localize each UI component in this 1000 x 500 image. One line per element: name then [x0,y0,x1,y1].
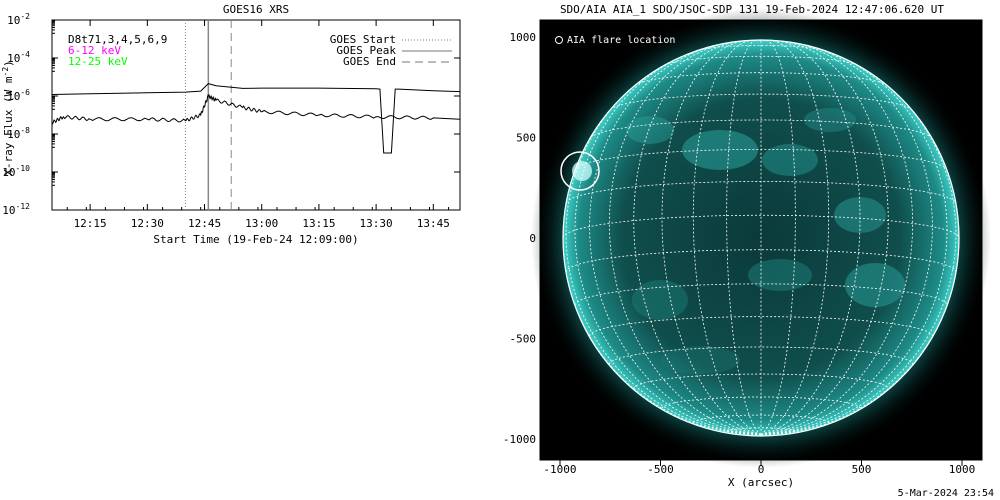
aia-longitude-line [589,44,762,436]
aia-image-panel: SDO/AIA AIA_1 SDO/JSOC-SDP 131 19-Feb-20… [503,3,991,489]
aia-latitude-line [562,214,960,239]
aia-active-regions [626,108,905,374]
goes-x-axis-label: Start Time (19-Feb-24 12:09:00) [153,233,358,246]
goes-chart-title: GOES16 XRS [223,3,289,16]
goes-x-tick-label: 12:30 [131,217,164,230]
aia-y-tick-label: 1000 [510,31,537,44]
goes-y-tick-label: 10-4 [7,50,30,65]
aia-latitude-line [574,283,948,306]
goes-series [52,83,460,154]
goes-y-tick-base: 10 [2,166,15,179]
aia-longitude-line [726,39,762,436]
aia-latitude-line [692,414,830,423]
goes-y-tick-exp: -10 [16,164,31,173]
aia-legend-label: AIA flare location [567,35,675,46]
aia-longitude-line [760,51,948,436]
goes-y-tick-exp: -6 [20,88,30,97]
goes-series-line-12-25-kev [52,94,460,126]
goes-y-tick-exp: -4 [20,50,30,59]
goes-y-tick-label: 10-6 [7,88,30,103]
aia-longitude-line [574,51,762,436]
goes-x-axis: 12:15 12:30 12:45 13:00 13:15 13:30 13:45 [66,20,450,230]
aia-longitude-line [760,40,830,436]
aia-x-tick-label: -1000 [543,463,576,476]
aia-heliographic-grid [562,39,960,437]
aia-longitude-line [692,40,762,436]
aia-y-tick-label: 0 [529,232,536,245]
aia-x-tick-label: 0 [758,463,765,476]
aia-y-axis: 1000 500 0 -500 -1000 [503,31,546,446]
aia-x-tick-label: 500 [852,463,872,476]
aia-x-axis-label: X (arcsec) [728,476,794,489]
aia-latitude-line [697,45,825,51]
goes-y-tick-label: 10-2 [7,12,30,27]
legend-goes-peak: GOES Peak [336,44,396,57]
goes-x-tick-label: 13:30 [360,217,393,230]
aia-x-tick-label: 1000 [949,463,976,476]
legend-goes-end: GOES End [343,55,396,68]
goes-plot-frame [51,19,461,211]
goes-y-tick-exp: -8 [20,126,30,135]
aia-x-axis: -1000 -500 0 500 1000 [543,460,975,476]
aia-y-tick-label: -1000 [503,433,536,446]
goes-x-tick-label: 13:45 [417,217,450,230]
aia-longitude-line [661,40,762,436]
goes-x-tick-label: 12:45 [188,217,221,230]
aia-x-tick-label: -500 [647,463,674,476]
goes-y-tick-base: 10 [2,204,15,217]
aia-y-tick-label: 500 [516,131,536,144]
goes-y-tick-label: 10-8 [7,126,30,141]
goes-y-tick-exp: -12 [16,202,31,211]
goes-y-tick-base: 10 [7,14,20,27]
legend-goes-start: GOES Start [330,33,396,46]
goes-event-legend: GOES Start GOES Peak GOES End [330,33,452,68]
goes-y-tick-base: 10 [7,90,20,103]
goes-y-tick-label: 10-12 [2,202,30,217]
aia-latitude-line [590,119,932,138]
aia-flare-location-circle [560,151,600,191]
aia-y-tick-label: -500 [510,333,537,346]
aia-latitude-line [664,55,858,66]
legend-6-12-kev: 6-12 keV [68,44,121,57]
goes-y-axis-label: X-ray Flux (W m-2) [1,60,15,176]
goes-y-tick-base: 10 [7,52,20,65]
goes-event-lines [184,20,232,210]
aia-latitude-line [726,427,796,432]
circle-outline-icon [555,36,563,44]
aia-longitude-line [760,40,861,436]
goes-x-tick-label: 13:15 [302,217,335,230]
goes-detector-annotation: D8t71,3,4,5,6,9 [68,33,167,46]
aia-longitude-line [760,39,796,436]
legend-12-25-kev: 12-25 keV [68,55,128,68]
aia-latitude-line [735,39,787,43]
goes-x-tick-label: 12:15 [74,217,107,230]
aia-longitude-line [633,40,762,436]
aia-longitude-line [760,44,933,436]
footer-timestamp: 5-Mar-2024 23:54 [898,488,994,499]
goes-y-tick-base: 10 [7,128,20,141]
goes-y-tick-exp: -2 [20,12,30,21]
goes-y-tick-label: 10-10 [2,164,30,179]
goes-series-line-6-12-kev [52,83,460,154]
goes-x-tick-label: 13:00 [245,217,278,230]
aia-longitude-line [760,40,889,436]
